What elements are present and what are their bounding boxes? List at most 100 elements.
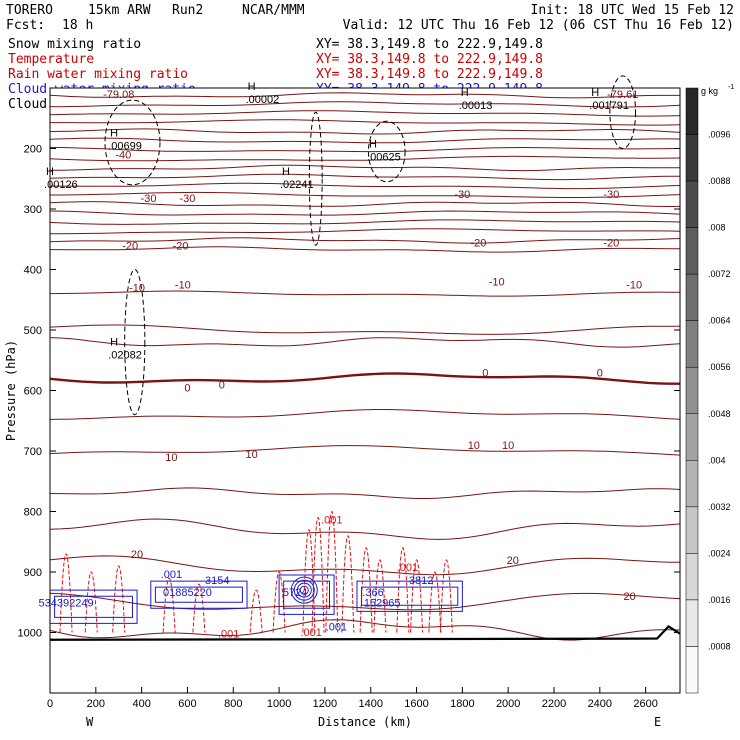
extremum-label: .00699 [108, 141, 142, 153]
temperature-label: 20 [507, 555, 519, 567]
cloud-water-core [293, 579, 315, 601]
cloud-water-contour [54, 595, 133, 618]
y-tick-label: 600 [24, 386, 42, 398]
temperature-contour [49, 237, 681, 244]
colorbar-swatch [685, 506, 699, 554]
temperature-contour [50, 164, 681, 172]
rain-contour [341, 535, 355, 633]
temperature-contour [49, 201, 681, 208]
header-resolution: 15km ARW [88, 3, 151, 18]
field-xy: XY= 38.3,149.8 to 222.9,149.8 [316, 67, 543, 82]
extremum-label: .00013 [459, 100, 493, 112]
colorbar-swatch [685, 180, 699, 228]
extremum-label: .02241 [280, 179, 314, 191]
field-name: Snow mixing ratio [8, 37, 141, 52]
colorbar-unit-exponent: -1 [728, 84, 734, 91]
temperature-contour [49, 409, 681, 420]
field-name: Temperature [8, 52, 94, 67]
cloud-water-label: 534392249 [39, 597, 94, 609]
snow-contour [308, 111, 323, 246]
cloud-water-contour [150, 580, 248, 609]
cloud-water-core [290, 576, 318, 604]
header-model: TORERO [6, 3, 53, 18]
y-tick-label: 700 [24, 446, 42, 458]
rain-contour [439, 559, 453, 633]
rain-contour [373, 559, 387, 633]
y-tick-label: 200 [24, 144, 42, 156]
extremum-label: .00625 [367, 152, 401, 164]
temperature-contour [49, 110, 681, 117]
rain-contour [84, 571, 98, 633]
temperature-label: -20 [173, 240, 189, 252]
temperature-labels: -79.08 -79.61 -40 -30 -30 -30 -30 -20 -20 -20 -20 -… [103, 89, 642, 603]
temperature-label: 20 [623, 591, 635, 603]
x-tick-label: 1800 [450, 698, 474, 710]
extremum-label: .00126 [44, 179, 78, 191]
temperature-contours [49, 92, 681, 641]
temperature-contour [49, 146, 681, 153]
x-tick-label: 1200 [313, 698, 337, 710]
colorbar-label: .004 [708, 455, 726, 465]
temperature-label: 10 [502, 440, 514, 452]
cloud-water-core [299, 585, 309, 595]
cloud-water-core [296, 582, 312, 598]
colorbar-swatch [685, 413, 699, 461]
x-tick-label: 1400 [358, 698, 382, 710]
temperature-contour [49, 173, 681, 181]
extremum-label: .02082 [108, 349, 142, 361]
header-fcst-label: Fcst: [6, 18, 45, 33]
cloud-water-contour [154, 586, 243, 603]
x-tick-label: 2400 [588, 698, 612, 710]
field-xy: XY= 38.3,149.8 to 222.9,149.8 [316, 37, 543, 52]
cloud-water-contour [356, 580, 463, 612]
rain-contour [325, 510, 339, 633]
x-tick-label: 400 [132, 698, 150, 710]
extremum-label: .00002 [246, 94, 280, 106]
east-label: E [654, 715, 661, 729]
rain-contour [162, 577, 176, 633]
x-tick-label: 800 [224, 698, 242, 710]
temperature-contour [49, 155, 681, 162]
west-label: W [86, 715, 94, 729]
x-tick-label: 1000 [267, 698, 291, 710]
field-name: Rain water mixing ratio [8, 67, 188, 82]
temperature-contour [49, 137, 681, 144]
colorbar-label: .0016 [708, 595, 731, 605]
temperature-contour [49, 210, 681, 216]
cloud-water-label: 152965 [364, 597, 401, 609]
temperature-label: -79.08 [103, 89, 134, 101]
cloud-water-label: 3812 [409, 575, 433, 587]
temperature-label: -20 [470, 237, 486, 249]
cloud-water-label: 5724 [283, 587, 307, 599]
colorbar-swatch [685, 320, 699, 368]
cloud-water-label: 01885220 [163, 587, 212, 599]
temperature-label: -30 [141, 193, 157, 205]
rain-contour [311, 517, 325, 633]
snow-contour [367, 120, 406, 183]
temperature-contour [49, 128, 681, 135]
colorbar-label: .0024 [708, 548, 731, 558]
header-fcst-value: 18 h [62, 18, 93, 33]
colorbar-label: .0072 [708, 269, 731, 279]
temperature-contour [49, 101, 681, 108]
x-tick-label: 2600 [633, 698, 657, 710]
temperature-contour [49, 487, 681, 499]
temperature-contour [49, 324, 681, 335]
y-axis-label: Pressure (hPa) [4, 340, 18, 441]
cloud-water-label: .001 [161, 569, 182, 581]
temperature-label: -10 [626, 280, 642, 292]
colorbar-swatch [685, 134, 699, 182]
temperature-label: -20 [122, 240, 138, 252]
temperature-label: -10 [129, 283, 145, 295]
colorbar: .0096 .0088 .008 .0072 .0064 .0056 .0048 .004 .0… [685, 84, 734, 694]
temperature-label: -79.61 [607, 89, 638, 101]
x-axis-label: Distance (km) [318, 715, 412, 729]
temperature-label: 20 [131, 549, 143, 561]
x-tick-label: 0 [47, 698, 53, 710]
rain-contour [249, 589, 263, 633]
temperature-label: -10 [489, 277, 505, 289]
rain-label: .001 [397, 562, 418, 574]
temperature-label: -30 [454, 189, 470, 201]
